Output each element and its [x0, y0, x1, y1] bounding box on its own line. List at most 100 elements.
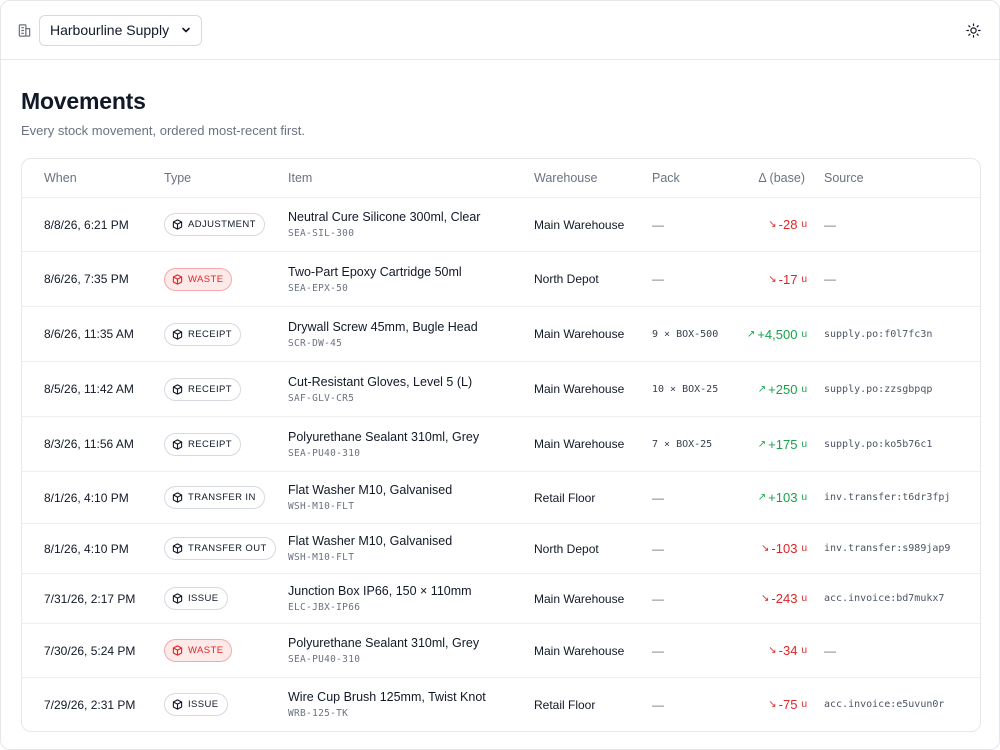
- cell-source: supply.po:zzsgbpqp: [824, 383, 933, 395]
- delta-amount: -103: [771, 541, 798, 556]
- cell-item: Junction Box IP66, 150 × 110mm ELC-JBX-IP…: [288, 574, 472, 623]
- type-badge-label: RECEIPT: [188, 383, 232, 395]
- type-badge-label: TRANSFER OUT: [188, 543, 267, 554]
- delta-amount: -28: [778, 217, 798, 232]
- column-header-type: Type: [164, 171, 192, 185]
- table-row[interactable]: 8/1/26, 4:10 PM TRANSFER IN Flat Washer M1…: [22, 472, 980, 524]
- type-badge: RECEIPT: [164, 322, 241, 346]
- cell-item: Flat Washer M10, Galvanised WSH-M10-FLT: [288, 472, 452, 523]
- arrow-down-right-icon: ↘: [761, 593, 770, 604]
- cell-delta: ↘ -17 u: [722, 252, 807, 306]
- type-badge: ISSUE: [164, 693, 228, 716]
- delta-value: ↘ -34 u: [768, 643, 807, 658]
- item-name: Two-Part Epoxy Cartridge 50ml: [288, 264, 462, 279]
- item-sku: WSH-M10-FLT: [288, 501, 355, 512]
- delta-value: ↗ +175 u: [758, 437, 807, 452]
- cell-delta: ↘ -34 u: [722, 624, 807, 677]
- table-row[interactable]: 7/29/26, 2:31 PM ISSUE Wire Cup Brush 125m…: [22, 678, 980, 731]
- org-select[interactable]: Harbourline Supply: [39, 14, 203, 46]
- delta-value: ↘ -75 u: [768, 697, 807, 712]
- table-row[interactable]: 8/6/26, 7:35 PM WASTE Two-Part Epoxy Cartr…: [22, 252, 980, 307]
- cell-when: 7/31/26, 2:17 PM: [44, 591, 136, 606]
- cell-delta: ↘ -103 u: [722, 524, 807, 573]
- cell-pack: —: [652, 643, 664, 658]
- type-badge: ADJUSTMENT: [164, 213, 265, 236]
- sun-icon[interactable]: [961, 18, 985, 42]
- delta-value: ↗ +250 u: [758, 382, 807, 397]
- cell-pack: —: [652, 217, 664, 232]
- table-row[interactable]: 8/8/26, 6:21 PM ADJUSTMENT Neutral Cure Si…: [22, 198, 980, 252]
- item-sku: SEA-PU40-310: [288, 447, 361, 459]
- delta-value: ↗ +103 u: [758, 490, 807, 505]
- box-icon: [172, 543, 183, 554]
- column-header-pack: Pack: [652, 171, 680, 185]
- delta-unit: u: [801, 383, 807, 395]
- item-sku: SEA-SIL-300: [288, 228, 355, 239]
- cell-delta: ↗ +175 u: [722, 417, 807, 471]
- table-row[interactable]: 8/6/26, 11:35 AM RECEIPT Drywall Screw 45m…: [22, 307, 980, 362]
- type-badge: RECEIPT: [164, 432, 241, 456]
- item-name: Wire Cup Brush 125mm, Twist Knot: [288, 690, 486, 704]
- table-row[interactable]: 8/3/26, 11:56 AM RECEIPT Polyurethane Seal…: [22, 417, 980, 472]
- type-badge-label: TRANSFER IN: [188, 492, 256, 503]
- cell-type: ISSUE: [164, 574, 228, 623]
- delta-amount: +4,500: [757, 326, 798, 342]
- cell-type: RECEIPT: [164, 362, 241, 416]
- type-badge: TRANSFER IN: [164, 486, 265, 509]
- type-badge: RECEIPT: [164, 377, 241, 401]
- arrow-down-right-icon: ↘: [768, 273, 777, 285]
- cell-delta: ↗ +103 u: [722, 472, 807, 523]
- trash-box-icon: [172, 645, 183, 656]
- org-select-value: Harbourline Supply: [50, 22, 170, 38]
- item-sku: SEA-PU40-310: [288, 654, 361, 665]
- cell-pack: 9 × BOX-500: [652, 328, 719, 340]
- cell-source: acc.invoice:bd7mukx7: [824, 593, 945, 604]
- cell-type: RECEIPT: [164, 417, 241, 471]
- type-badge-label: RECEIPT: [188, 328, 232, 340]
- cell-item: Neutral Cure Silicone 300ml, Clear SEA-SI…: [288, 198, 480, 251]
- cell-type: TRANSFER OUT: [164, 524, 276, 573]
- box-icon: [172, 593, 183, 604]
- column-header-warehouse: Warehouse: [534, 171, 598, 185]
- table-header: When Type Item Warehouse Pack Δ (base) S…: [22, 159, 980, 198]
- cell-source: supply.po:ko5b76c1: [824, 438, 933, 450]
- movements-table: When Type Item Warehouse Pack Δ (base) S…: [21, 158, 981, 732]
- type-badge-label: RECEIPT: [188, 438, 232, 450]
- cell-source: —: [824, 272, 836, 286]
- trash-box-icon: [172, 273, 183, 285]
- table-row[interactable]: 8/1/26, 4:10 PM TRANSFER OUT Flat Washer M…: [22, 524, 980, 574]
- cell-when: 7/30/26, 5:24 PM: [44, 643, 136, 658]
- type-badge: WASTE: [164, 267, 233, 291]
- table-body: 8/8/26, 6:21 PM ADJUSTMENT Neutral Cure Si…: [22, 198, 980, 731]
- arrow-down-right-icon: ↘: [761, 543, 770, 554]
- delta-unit: u: [801, 699, 807, 710]
- cell-source: inv.transfer:s989jap9: [824, 543, 951, 554]
- item-sku: SCR-DW-45: [288, 337, 343, 349]
- delta-amount: -34: [778, 643, 798, 658]
- cell-delta: ↘ -75 u: [722, 678, 807, 731]
- item-sku: SAF-GLV-CR5: [288, 392, 355, 404]
- table-row[interactable]: 7/30/26, 5:24 PM WASTE Polyurethane Sealan…: [22, 624, 980, 678]
- chevron-down-icon: [169, 25, 191, 35]
- arrow-up-right-icon: ↗: [757, 492, 767, 503]
- cell-warehouse: Retail Floor: [534, 697, 596, 712]
- cell-item: Polyurethane Sealant 310ml, Grey SEA-PU40…: [288, 624, 479, 677]
- cell-item: Drywall Screw 45mm, Bugle Head SCR-DW-45: [288, 307, 478, 361]
- page-header: Movements Every stock movement, ordered …: [1, 60, 999, 138]
- cell-pack: 10 × BOX-25: [652, 383, 719, 395]
- type-badge: WASTE: [164, 639, 233, 662]
- item-name: Neutral Cure Silicone 300ml, Clear: [288, 210, 481, 224]
- delta-value: ↗ +4,500 u: [747, 327, 807, 342]
- cell-type: RECEIPT: [164, 307, 241, 361]
- table-row[interactable]: 7/31/26, 2:17 PM ISSUE Junction Box IP66, …: [22, 574, 980, 624]
- cell-type: ISSUE: [164, 678, 228, 731]
- cell-when: 8/8/26, 6:21 PM: [44, 217, 129, 232]
- delta-unit: u: [801, 273, 807, 285]
- cell-item: Flat Washer M10, Galvanised WSH-M10-FLT: [288, 524, 452, 573]
- cell-warehouse: Main Warehouse: [534, 382, 625, 396]
- table-row[interactable]: 8/5/26, 11:42 AM RECEIPT Cut-Resistant Glo…: [22, 362, 980, 417]
- box-icon: [172, 383, 183, 395]
- delta-unit: u: [801, 438, 807, 450]
- cell-pack: —: [652, 541, 664, 556]
